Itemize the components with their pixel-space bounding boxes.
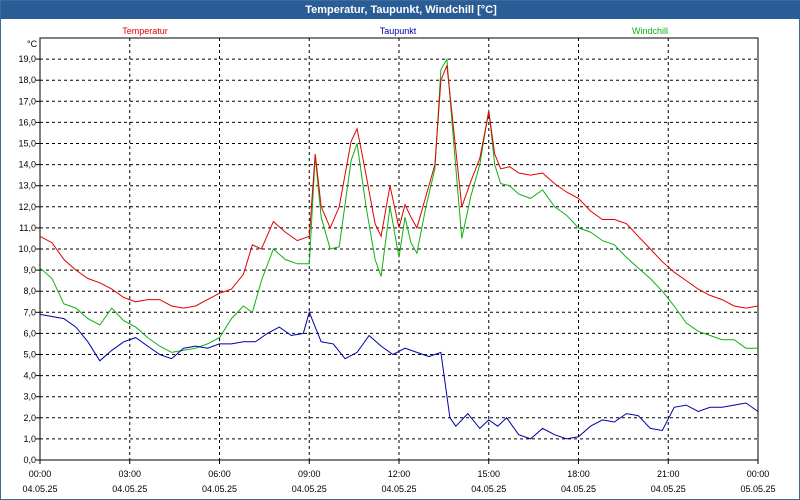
x-tick-date: 05.05.25: [740, 484, 775, 494]
x-tick-date: 04.05.25: [561, 484, 596, 494]
y-tick-label: 18,0: [18, 75, 36, 85]
y-axis-label: °C: [27, 39, 38, 49]
series-lines: [39, 57, 759, 440]
x-tick-time: 00:00: [29, 469, 52, 479]
x-tick-time: 21:00: [657, 469, 680, 479]
x-tick-time: 12:00: [388, 469, 411, 479]
x-tick-date: 04.05.25: [651, 484, 686, 494]
axes: [36, 37, 759, 464]
y-tick-label: 14,0: [18, 160, 36, 170]
x-tick-time: 18:00: [567, 469, 590, 479]
x-tick-time: 00:00: [747, 469, 770, 479]
y-tick-label: 11,0: [19, 223, 36, 233]
y-tick-label: 4,0: [23, 371, 36, 381]
y-tick-label: 2,0: [23, 413, 36, 423]
y-tick-labels: 0,0 1,0 2,0 3,0 4,0 5,0 6,0 7,0 8,0 9,0 10,0 11,0 12…: [18, 39, 37, 465]
x-tick-date: 04.05.25: [471, 484, 506, 494]
x-tick-date: 04.05.25: [22, 484, 57, 494]
y-tick-label: 10,0: [18, 244, 36, 254]
x-tick-date: 04.05.25: [202, 484, 237, 494]
y-tick-label: 5,0: [23, 350, 36, 360]
y-tick-label: 17,0: [18, 96, 36, 106]
x-tick-date: 04.05.25: [292, 484, 327, 494]
y-tick-label: 8,0: [23, 286, 36, 296]
series-line-taupunkt: [39, 310, 759, 440]
series-line-temperatur: [39, 65, 759, 309]
x-tick-time: 09:00: [298, 469, 321, 479]
y-tick-label: 6,0: [23, 328, 36, 338]
y-tick-label: 16,0: [18, 117, 36, 127]
y-tick-label: 19,0: [18, 54, 36, 64]
legend: Temperatur Taupunkt Windchill: [122, 26, 668, 36]
chart-title-bar: Temperatur, Taupunkt, Windchill [°C]: [1, 1, 800, 19]
y-tick-label: 0,0: [23, 455, 36, 465]
plot-border: [39, 37, 759, 461]
x-tick-date: 04.05.25: [381, 484, 416, 494]
y-tick-label: 9,0: [23, 265, 36, 275]
y-tick-label: 13,0: [18, 181, 36, 191]
y-tick-label: 7,0: [23, 307, 36, 317]
legend-label-temperatur: Temperatur: [122, 26, 168, 36]
y-tick-label: 1,0: [23, 434, 36, 444]
grid-lines: [40, 38, 758, 460]
y-tick-label: 3,0: [23, 392, 36, 402]
x-tick-labels: 00:00 04.05.25 03:00 04.05.25 06:00 04.05.25 0…: [22, 469, 775, 494]
legend-label-windchill: Windchill: [632, 26, 668, 36]
x-tick-time: 06:00: [208, 469, 231, 479]
x-tick-time: 15:00: [477, 469, 500, 479]
x-tick-date: 04.05.25: [112, 484, 147, 494]
y-tick-label: 12,0: [18, 202, 36, 212]
chart-title: Temperatur, Taupunkt, Windchill [°C]: [305, 4, 497, 16]
legend-label-taupunkt: Taupunkt: [380, 26, 417, 36]
y-tick-label: 15,0: [18, 139, 36, 149]
x-tick-time: 03:00: [118, 469, 141, 479]
series-line-windchill: [39, 57, 758, 353]
